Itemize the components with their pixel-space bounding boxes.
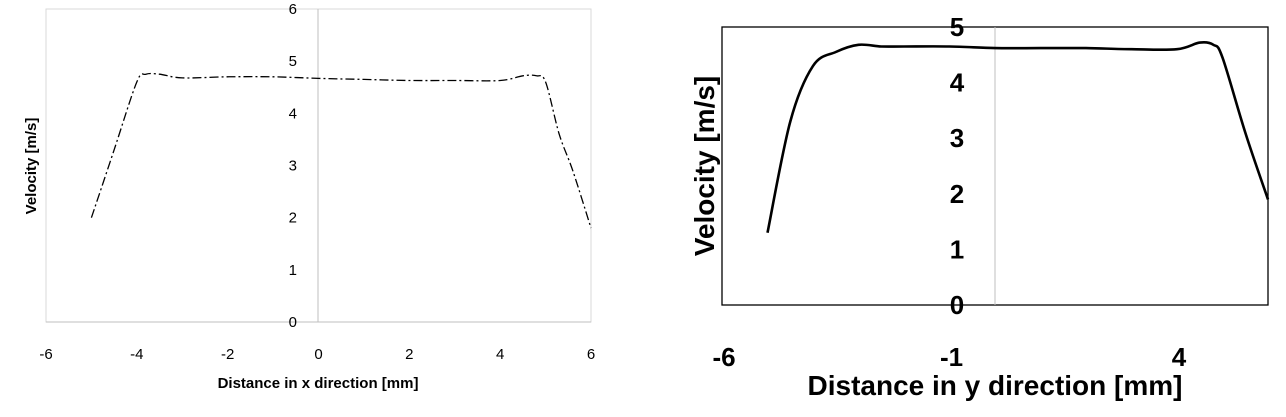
x-tick-label: -4 — [130, 346, 143, 363]
chart-right-y-axis-label: Velocity [m/s] — [689, 76, 720, 257]
chart-right-x-axis-label: Distance in y direction [mm] — [808, 370, 1183, 401]
x-tick-label: 0 — [314, 346, 322, 363]
x-tick-label: 2 — [405, 346, 413, 363]
y-tick-label: 3 — [289, 158, 297, 175]
chart-right-series-line — [766, 40, 1270, 233]
chart-right-series-points — [767, 42, 1269, 233]
x-tick-label: -1 — [940, 342, 963, 372]
y-tick-label: 6 — [289, 1, 297, 18]
x-tick-label: -6 — [712, 342, 735, 372]
chart-left-y-axis-label: Velocity [m/s] — [23, 118, 40, 215]
y-tick-label: 2 — [289, 210, 297, 227]
y-tick-label: 0 — [289, 314, 297, 331]
chart-left-series-points — [91, 74, 592, 229]
y-tick-label: 4 — [950, 68, 965, 98]
y-tick-label: 1 — [950, 234, 964, 264]
chart-right-y-tick-labels: 0 1 2 3 4 5 — [950, 12, 965, 320]
chart-right-x-tick-labels: -6 -1 4 — [712, 342, 1186, 372]
chart-right: -6 -1 4 0 1 2 3 4 5 Distance in y direction [mm… — [689, 12, 1270, 401]
chart-left-x-tick-labels: -6 -4 -2 0 2 4 6 — [39, 346, 595, 363]
y-tick-label: 4 — [289, 105, 297, 122]
y-tick-label: 1 — [289, 262, 297, 279]
x-tick-label: 6 — [587, 346, 595, 363]
y-tick-label: 0 — [950, 290, 964, 320]
y-tick-label: 3 — [950, 123, 964, 153]
chart-left-x-axis-label: Distance in x direction [mm] — [218, 375, 419, 392]
x-tick-label: 4 — [1172, 342, 1187, 372]
x-tick-label: -2 — [221, 346, 234, 363]
x-tick-label: -6 — [39, 346, 52, 363]
x-tick-label: 4 — [496, 346, 504, 363]
chart-left-series-line — [90, 72, 592, 229]
chart-left-y-tick-labels: 0 1 2 3 4 5 6 — [289, 1, 297, 331]
y-tick-label: 5 — [950, 12, 964, 42]
y-tick-label: 5 — [289, 53, 297, 70]
y-tick-label: 2 — [950, 179, 964, 209]
chart-left: -6 -4 -2 0 2 4 6 0 1 2 3 4 5 6 Distance in x directi… — [23, 1, 595, 392]
